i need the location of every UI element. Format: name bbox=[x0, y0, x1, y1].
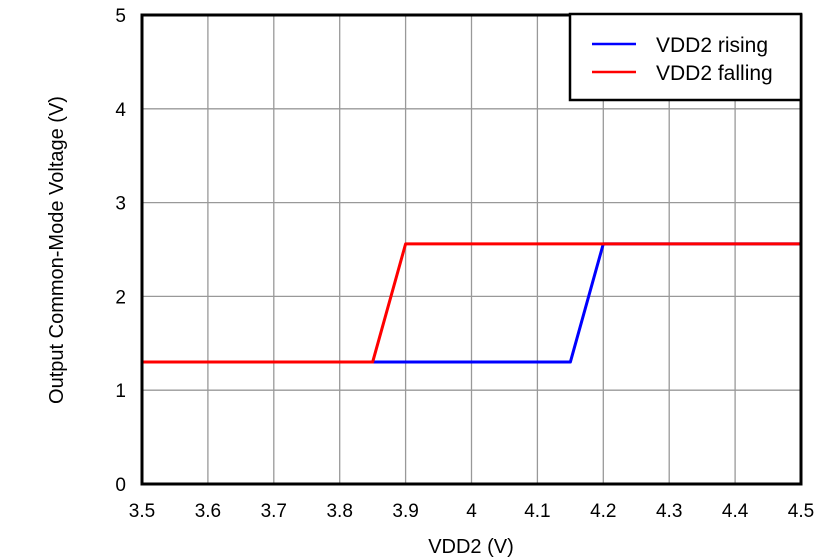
y-tick-label: 0 bbox=[115, 475, 126, 496]
series-line bbox=[142, 242, 801, 364]
legend-box bbox=[568, 12, 803, 102]
x-tick-label: 3.8 bbox=[326, 501, 352, 522]
x-tick-label: 4.1 bbox=[524, 501, 550, 522]
x-tick-label: 4.4 bbox=[722, 501, 749, 522]
x-tick-label: 4.2 bbox=[590, 501, 616, 522]
y-tick-label: 1 bbox=[115, 381, 126, 402]
y-tick-label: 3 bbox=[115, 194, 126, 215]
plot-frame bbox=[140, 13, 803, 486]
x-tick-label: 4 bbox=[466, 501, 477, 522]
data-series bbox=[142, 242, 801, 364]
y-axis-label: Output Common-Mode Voltage (V) bbox=[46, 96, 68, 404]
legend: VDD2 rising VDD2 falling bbox=[568, 12, 803, 102]
x-tick-label: 3.5 bbox=[129, 501, 155, 522]
x-tick-label: 4.5 bbox=[788, 501, 814, 522]
y-tick-label: 5 bbox=[115, 6, 126, 27]
legend-label-falling: VDD2 falling bbox=[656, 62, 773, 85]
x-tick-label: 3.9 bbox=[392, 501, 418, 522]
y-tick-label: 2 bbox=[115, 287, 126, 308]
y-tick-label: 4 bbox=[115, 100, 126, 121]
x-tick-label: 4.3 bbox=[656, 501, 682, 522]
x-axis-ticks: 3.5 3.6 3.7 3.8 3.9 4 4.1 4.2 4.3 4.4 4.5 bbox=[129, 501, 814, 522]
y-axis-ticks: 0 1 2 3 4 5 bbox=[115, 6, 126, 496]
x-tick-label: 3.6 bbox=[195, 501, 221, 522]
x-tick-label: 3.7 bbox=[261, 501, 287, 522]
legend-label-rising: VDD2 rising bbox=[656, 34, 768, 57]
x-axis-label: VDD2 (V) bbox=[428, 536, 514, 558]
